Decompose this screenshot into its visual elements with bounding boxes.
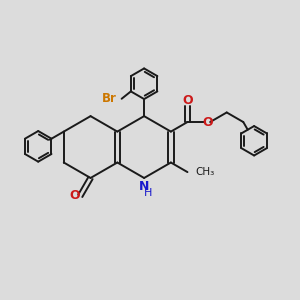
Text: N: N bbox=[139, 180, 149, 193]
Text: H: H bbox=[143, 188, 152, 198]
Text: CH₃: CH₃ bbox=[196, 167, 215, 177]
Text: Br: Br bbox=[102, 92, 117, 105]
Text: O: O bbox=[202, 116, 213, 128]
Text: O: O bbox=[70, 189, 80, 202]
Text: O: O bbox=[182, 94, 193, 107]
